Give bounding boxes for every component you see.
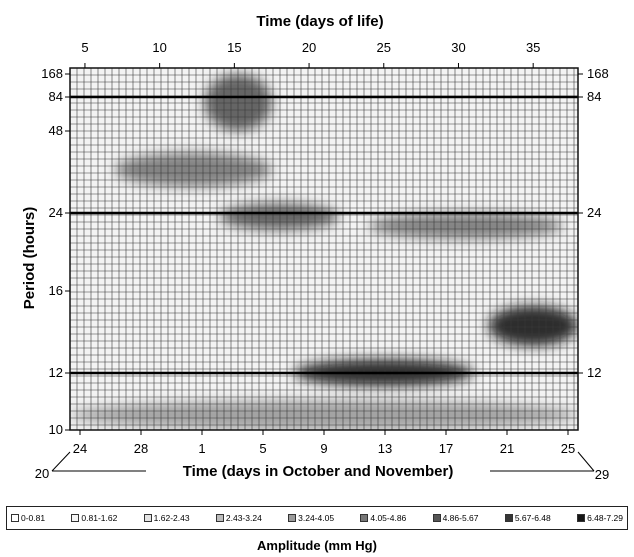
legend-swatch (577, 514, 586, 522)
bottom-tick-label: 24 (73, 441, 87, 456)
amplitude-heatmap: Time (days of life) Period (hours) 5 10 15… (21, 13, 609, 482)
top-axis-title: Time (days of life) (256, 13, 383, 30)
legend-swatch (215, 514, 224, 522)
legend-item: 0.81-1.62 (71, 513, 117, 523)
bottom-tick-label: 5 (259, 441, 266, 456)
left-tick-label: 24 (49, 205, 63, 220)
top-tick-label: 30 (451, 40, 465, 55)
left-tick-label: 84 (49, 89, 63, 104)
legend-swatch (71, 514, 80, 522)
legend-swatch (143, 514, 152, 522)
bottom-axis-end-label: 29 (595, 467, 609, 482)
legend-item: 3.24-4.05 (288, 513, 334, 523)
bottom-tick-label: 28 (134, 441, 148, 456)
legend-item: 2.43-3.24 (215, 513, 262, 523)
legend-title: Amplitude (mm Hg) (257, 538, 377, 553)
top-tick-label: 5 (81, 40, 88, 55)
legend-item: 5.67-6.48 (504, 513, 551, 523)
top-tick-label: 35 (526, 40, 540, 55)
legend-item: 6.48-7.29 (577, 513, 623, 523)
legend-swatch (11, 514, 19, 522)
legend-swatch (360, 514, 369, 522)
left-tick-label: 16 (49, 283, 63, 298)
legend-label: 1.62-2.43 (153, 513, 190, 523)
legend-item: 4.05-4.86 (360, 513, 406, 523)
amplitude-region (368, 213, 564, 239)
left-tick-label: 168 (41, 66, 63, 81)
amplitude-region (70, 400, 578, 430)
amplitude-region (114, 152, 272, 187)
bottom-tick-label: 1 (198, 441, 205, 456)
plot-grid (70, 68, 578, 430)
legend-item: 4.86-5.67 (432, 513, 479, 523)
legend-swatch (288, 514, 297, 522)
right-tick-label: 12 (587, 365, 601, 380)
bottom-tick-label: 17 (439, 441, 453, 456)
amplitude-region (488, 305, 578, 346)
left-tick-label: 10 (49, 422, 63, 437)
legend-label: 5.67-6.48 (514, 513, 551, 523)
legend-item: 0-0.81 (11, 513, 45, 523)
legend-label: 6.48-7.29 (587, 513, 623, 523)
bottom-axis-start-label: 20 (35, 466, 49, 481)
left-tick-label: 48 (49, 123, 63, 138)
amplitude-region (219, 203, 339, 230)
right-tick-label: 168 (587, 66, 609, 81)
top-tick-label: 20 (302, 40, 316, 55)
amplitude-legend: 0-0.81 0.81-1.62 1.62-2.43 2.43-3.24 3.24-4.… (6, 506, 628, 530)
bottom-axis-title: Time (days in October and November) (183, 463, 454, 480)
legend-label: 4.05-4.86 (370, 513, 407, 523)
top-tick-label: 10 (152, 40, 166, 55)
bottom-tick-label: 9 (320, 441, 327, 456)
plot-area (70, 68, 578, 430)
y-axis-title: Period (hours) (21, 207, 38, 310)
legend-label: 0.81-1.62 (81, 513, 118, 523)
legend-items: 0-0.81 0.81-1.62 1.62-2.43 2.43-3.24 3.24-4.… (7, 507, 627, 529)
legend-label: 2.43-3.24 (225, 513, 262, 523)
bottom-axis-start-bracket (51, 451, 71, 472)
bottom-tick-label: 25 (561, 441, 575, 456)
legend-swatch (504, 514, 513, 522)
legend-item: 1.62-2.43 (143, 513, 190, 523)
legend-swatch (432, 514, 441, 522)
top-tick-label: 15 (227, 40, 241, 55)
right-tick-label: 84 (587, 89, 601, 104)
bottom-axis-end-bracket (577, 451, 595, 472)
right-tick-label: 24 (587, 205, 601, 220)
bottom-tick-label: 13 (378, 441, 392, 456)
top-tick-label: 25 (377, 40, 391, 55)
bottom-tick-label: 21 (500, 441, 514, 456)
left-tick-label: 12 (49, 365, 63, 380)
reference-lines (70, 95, 578, 375)
legend-label: 0-0.81 (21, 513, 46, 523)
legend-label: 3.24-4.05 (298, 513, 335, 523)
legend-label: 4.86-5.67 (442, 513, 479, 523)
